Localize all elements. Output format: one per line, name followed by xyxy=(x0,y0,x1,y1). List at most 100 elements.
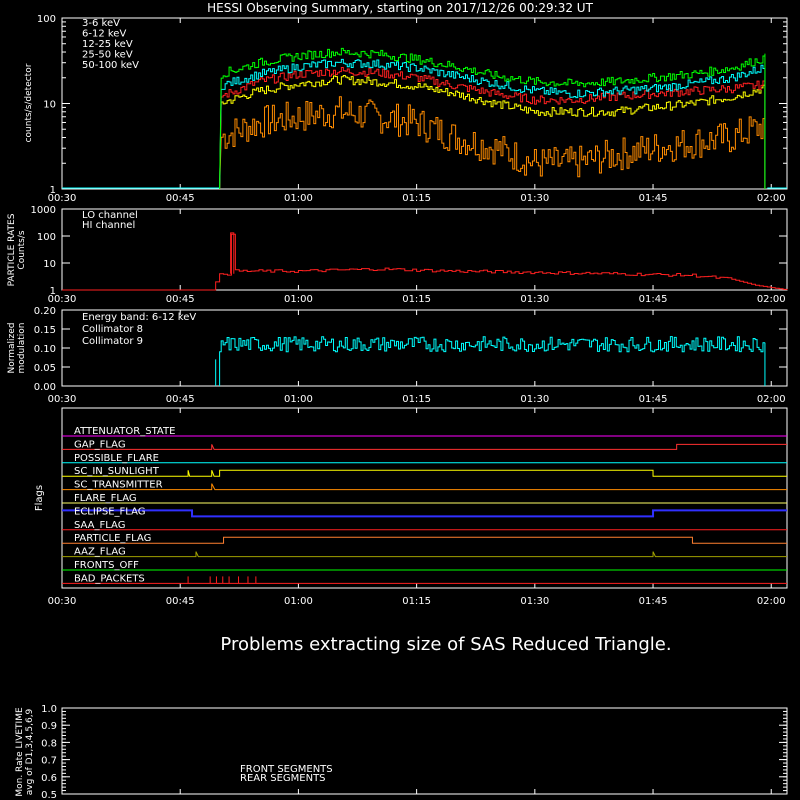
x-tick-label: 01:45 xyxy=(639,394,668,405)
x-tick-label: 01:30 xyxy=(520,596,549,607)
count-rate-line xyxy=(219,58,766,190)
collimator-8-line xyxy=(219,336,766,386)
legend-entry: Collimator 8 xyxy=(82,324,143,335)
y-tick-label: 10 xyxy=(43,259,56,270)
flag-label: SC_IN_SUNLIGHT xyxy=(74,466,160,477)
x-tick-label: 00:45 xyxy=(166,294,195,305)
y-tick-label: 100 xyxy=(37,14,56,25)
flag-label: ATTENUATOR_STATE xyxy=(74,426,175,437)
flag-label: POSSIBLE_FLARE xyxy=(74,453,159,464)
x-tick-label: 01:15 xyxy=(402,193,431,204)
count-rates-frame xyxy=(61,17,788,190)
legend-entry: HI channel xyxy=(82,220,135,231)
y-tick-label: 1000 xyxy=(31,205,56,216)
lo-channel-spike xyxy=(230,232,235,274)
flag-line xyxy=(62,509,787,518)
x-tick-label: 00:30 xyxy=(48,596,77,607)
y-tick-label: 0.00 xyxy=(34,382,56,393)
particle-rates-ylabel-line1: PARTICLE RATES xyxy=(7,213,17,286)
x-tick-label: 01:45 xyxy=(639,596,668,607)
y-tick-label: 1 xyxy=(50,185,56,196)
legend-entry: Collimator 9 xyxy=(82,336,143,347)
x-tick-label: 01:15 xyxy=(402,394,431,405)
flag-line xyxy=(62,551,787,558)
flag-line xyxy=(62,483,787,491)
legend-entry: 6-12 keV xyxy=(82,29,126,40)
flag-line xyxy=(62,469,787,477)
flag-label: SAA_FLAG xyxy=(74,520,125,531)
flag-label: FLARE_FLAG xyxy=(74,493,137,504)
x-tick-label: 00:30 xyxy=(48,193,77,204)
livetime-ylabel-line2: avg of D1,3,4,5,6,9 xyxy=(25,708,35,795)
x-tick-label: 01:00 xyxy=(284,394,313,405)
count-rate-line xyxy=(219,96,766,190)
y-tick-label: 1.0 xyxy=(41,704,57,715)
livetime-frame xyxy=(61,707,788,795)
modulation-ylabel-line2: modulation xyxy=(17,323,27,374)
flag-label: SC_TRANSMITTER xyxy=(74,480,163,491)
x-tick-label: 01:00 xyxy=(284,294,313,305)
count-rate-line xyxy=(219,67,766,190)
legend-entry: 50-100 keV xyxy=(82,60,139,71)
y-tick-label: 100 xyxy=(37,232,56,243)
x-tick-label: 01:30 xyxy=(520,193,549,204)
count-rates-ylabel: counts/s/detector xyxy=(24,63,34,142)
legend-entry: 12-25 keV xyxy=(82,39,133,50)
modulation-ylabel-line1: Normalized xyxy=(7,322,17,373)
flag-line xyxy=(62,443,787,450)
x-tick-label: 00:45 xyxy=(166,596,195,607)
legend-entry: 25-50 keV xyxy=(82,50,133,61)
y-tick-label: 0.20 xyxy=(34,306,56,317)
y-tick-label: 0.5 xyxy=(41,790,57,800)
y-tick-label: 0.7 xyxy=(41,756,57,767)
y-tick-label: 0.9 xyxy=(41,721,57,732)
x-tick-label: 02:00 xyxy=(757,394,786,405)
flag-label: BAD_PACKETS xyxy=(74,573,145,584)
count-rate-line xyxy=(219,75,766,190)
x-tick-label: 00:30 xyxy=(48,294,77,305)
y-tick-label: 0.15 xyxy=(34,325,56,336)
flag-label: PARTICLE_FLAG xyxy=(74,533,151,544)
x-tick-label: 01:00 xyxy=(284,596,313,607)
flag-line xyxy=(62,536,787,544)
flags-frame xyxy=(61,407,788,589)
y-tick-label: 0.05 xyxy=(34,363,56,374)
x-tick-label: 00:45 xyxy=(166,193,195,204)
flag-label: AAZ_FLAG xyxy=(74,547,126,558)
x-tick-label: 02:00 xyxy=(757,596,786,607)
x-tick-label: 01:15 xyxy=(402,596,431,607)
y-tick-label: 0.8 xyxy=(41,738,57,749)
x-tick-label: 01:00 xyxy=(284,193,313,204)
particle-rates-ylabel-line2: Counts/s xyxy=(17,230,27,269)
flag-label: FRONTS_OFF xyxy=(74,560,139,571)
x-tick-label: 01:15 xyxy=(402,294,431,305)
energy-band-annotation: Energy band: 6-12 keV xyxy=(82,312,196,323)
y-tick-label: 10 xyxy=(43,100,56,111)
legend-entry: FRONT SEGMENTS xyxy=(240,764,333,775)
lo-channel-line xyxy=(62,233,788,291)
x-tick-label: 01:45 xyxy=(639,294,668,305)
flag-label: GAP_FLAG xyxy=(74,439,126,450)
x-tick-label: 01:30 xyxy=(520,394,549,405)
count-rate-line xyxy=(219,47,766,190)
flag-label: ECLIPSE_FLAG xyxy=(74,506,145,517)
x-tick-label: 01:45 xyxy=(639,193,668,204)
y-tick-label: 0.6 xyxy=(41,773,57,784)
particle-rates-frame xyxy=(61,208,788,291)
legend-entry: LO channel xyxy=(82,210,138,221)
y-tick-label: 0.10 xyxy=(34,344,56,355)
legend-entry: 3-6 keV xyxy=(82,18,120,29)
x-tick-label: 00:30 xyxy=(48,394,77,405)
legend-entry: REAR SEGMENTS xyxy=(240,773,326,784)
x-tick-label: 02:00 xyxy=(757,294,786,305)
x-tick-label: 02:00 xyxy=(757,193,786,204)
figure-title: HESSI Observing Summary, starting on 201… xyxy=(207,1,593,15)
y-tick-label: 1 xyxy=(50,286,56,297)
x-tick-label: 01:30 xyxy=(520,294,549,305)
flags-ylabel: Flags xyxy=(34,485,45,511)
sas-message: Problems extracting size of SAS Reduced … xyxy=(220,634,671,655)
x-tick-label: 00:45 xyxy=(166,394,195,405)
livetime-ylabel-line1: Mon. Rate LIVETIME xyxy=(15,707,25,797)
chart-marks: 00:30 00:45 01:00 01:15 01:30 01:45 02:00 00:30… xyxy=(31,14,788,800)
